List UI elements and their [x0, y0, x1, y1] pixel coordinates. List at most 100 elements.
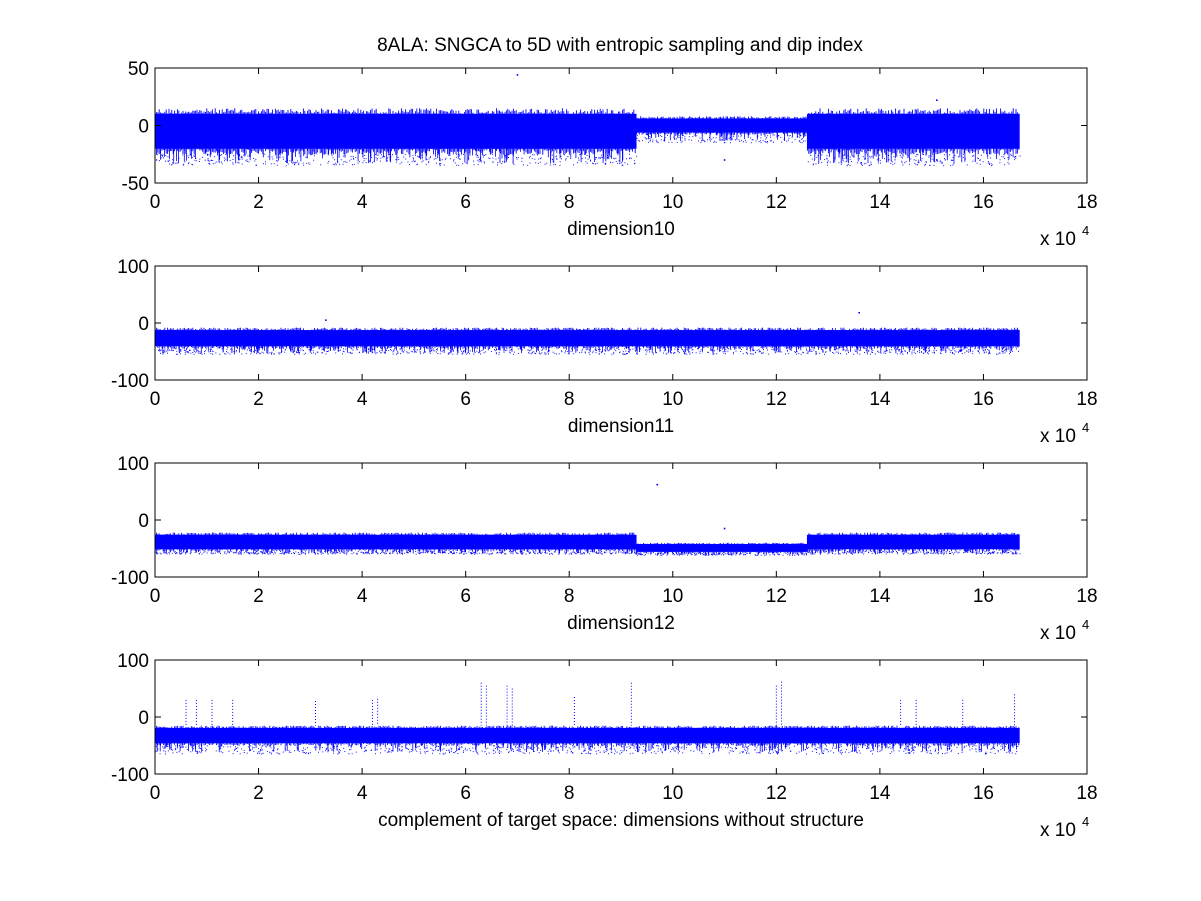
- data-points: [155, 74, 1021, 167]
- band-segment: [636, 542, 808, 556]
- x-tick-label: 16: [973, 586, 994, 607]
- x-multiplier: x 10: [1040, 820, 1076, 841]
- outlier-dots: [156, 153, 638, 167]
- x-tick-label: 10: [662, 783, 683, 804]
- streaks: [807, 549, 1007, 554]
- x-tick-label: 12: [766, 389, 787, 410]
- band-edge: [155, 327, 1020, 349]
- x-tick-label: 14: [869, 192, 891, 213]
- x-tick-label: 2: [253, 783, 264, 804]
- x-axis-label: dimension10: [567, 219, 675, 240]
- data-point: [723, 159, 726, 161]
- streaks: [814, 148, 1014, 164]
- x-multiplier: x 10: [1040, 229, 1076, 250]
- y-axis: -50 0 50: [122, 59, 1087, 195]
- x-tick-label: 6: [460, 586, 471, 607]
- y-tick-label: 0: [138, 511, 149, 532]
- y-tick-label: -50: [122, 174, 149, 195]
- x-tick-label: 18: [1076, 192, 1097, 213]
- data-points: [155, 311, 1020, 355]
- y-tick-label: 100: [117, 454, 149, 475]
- band-edge: [155, 108, 636, 155]
- y-tick-label: -100: [111, 765, 149, 786]
- streaks: [160, 148, 624, 164]
- y-tick-label: 100: [117, 257, 149, 278]
- x-tick-label: 14: [869, 389, 891, 410]
- x-tick-label: 6: [460, 192, 471, 213]
- streaks: [646, 551, 803, 555]
- x-axis: 0 2 4 6 8 10 12 14 16 18: [150, 463, 1098, 607]
- band-edge: [155, 725, 1020, 746]
- x-axis-label: dimension12: [567, 613, 675, 634]
- data-points: [155, 681, 1020, 755]
- y-tick-label: 0: [138, 708, 149, 729]
- x-multiplier-exponent: 4: [1082, 617, 1089, 632]
- x-tick-label: 18: [1076, 586, 1097, 607]
- x-multiplier-exponent: 4: [1082, 420, 1089, 435]
- data-point: [723, 527, 726, 530]
- x-multiplier: x 10: [1040, 426, 1076, 447]
- x-tick-label: 4: [357, 586, 368, 607]
- x-tick-label: 10: [662, 389, 683, 410]
- x-axis: 0 2 4 6 8 10 12 14 16 18: [150, 660, 1098, 804]
- band-segment: [806, 532, 1021, 555]
- x-axis-label: dimension11: [568, 416, 674, 437]
- y-tick-label: 50: [128, 59, 149, 80]
- outlier-dots: [636, 134, 807, 144]
- y-tick-label: 0: [138, 117, 149, 138]
- band-segment: [636, 116, 808, 144]
- x-tick-label: 0: [150, 389, 161, 410]
- x-tick-label: 12: [766, 192, 787, 213]
- x-tick-label: 16: [973, 192, 994, 213]
- data-point: [516, 74, 519, 76]
- y-axis: -100 0 100: [111, 454, 1087, 589]
- outlier-dots: [807, 153, 1021, 167]
- data-point: [325, 319, 327, 321]
- figure-title: 8ALA: SNGCA to 5D with entropic sampling…: [377, 35, 863, 56]
- x-tick-label: 6: [460, 783, 471, 804]
- x-tick-label: 16: [973, 389, 994, 410]
- y-axis: -100 0 100: [111, 257, 1087, 392]
- band-segment: [155, 108, 638, 167]
- outlier-dots: [158, 348, 1019, 355]
- y-tick-label: -100: [111, 568, 149, 589]
- x-axis-label: complement of target space: dimensions w…: [378, 810, 864, 831]
- streaks: [648, 132, 805, 142]
- band-segment: [155, 327, 1020, 355]
- x-tick-label: 12: [766, 783, 787, 804]
- data-points: [155, 483, 1021, 556]
- x-tick-label: 2: [253, 192, 264, 213]
- y-tick-label: 100: [117, 651, 149, 672]
- x-tick-label: 18: [1076, 783, 1097, 804]
- x-axis: 0 2 4 6 8 10 12 14 16 18: [150, 266, 1098, 410]
- x-tick-label: 0: [150, 783, 161, 804]
- x-tick-label: 16: [973, 783, 994, 804]
- band-segment: [806, 108, 1021, 167]
- y-tick-label: 0: [138, 314, 149, 335]
- band-edge: [806, 532, 1020, 552]
- x-tick-label: 8: [564, 586, 575, 607]
- x-tick-label: 8: [564, 192, 575, 213]
- x-tick-label: 2: [253, 586, 264, 607]
- x-tick-label: 8: [564, 389, 575, 410]
- x-tick-label: 10: [662, 192, 683, 213]
- band-edge: [636, 116, 808, 135]
- band-edge: [155, 532, 636, 552]
- x-multiplier: x 10: [1040, 623, 1076, 644]
- data-point: [936, 159, 938, 161]
- data-point: [656, 483, 659, 486]
- x-tick-label: 14: [869, 586, 891, 607]
- x-tick-label: 4: [357, 192, 368, 213]
- x-tick-label: 12: [766, 586, 787, 607]
- x-tick-label: 0: [150, 192, 161, 213]
- x-tick-label: 6: [460, 389, 471, 410]
- data-point: [936, 99, 938, 101]
- x-multiplier-exponent: 4: [1082, 814, 1089, 829]
- band-edge: [636, 542, 808, 554]
